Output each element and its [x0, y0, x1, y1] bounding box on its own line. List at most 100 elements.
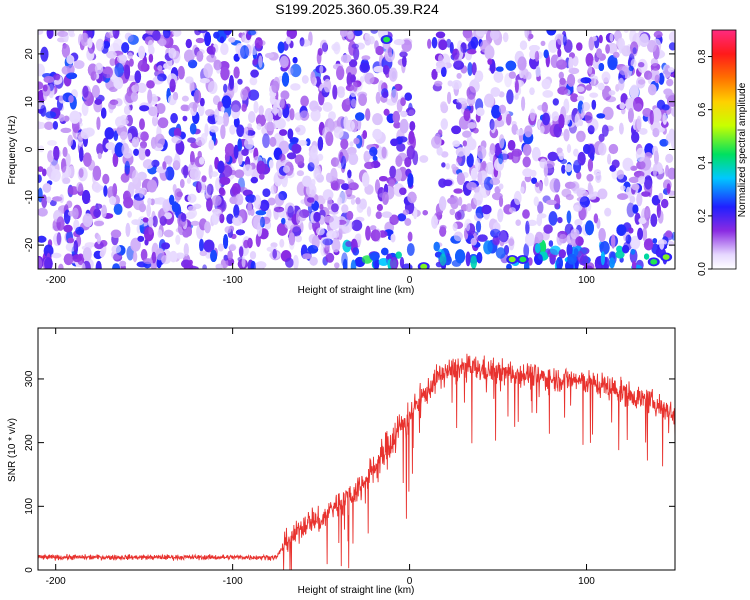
- spectrogram-cell: [636, 76, 646, 89]
- spectrogram-cell: [206, 183, 214, 196]
- spectrogram-cell: [317, 153, 324, 161]
- spectrogram-cell: [229, 196, 238, 204]
- spectrogram-cell: [138, 203, 146, 213]
- spectrogram-cell: [404, 218, 412, 226]
- spectrogram-cell: [630, 58, 637, 68]
- spectrogram-cell: [498, 183, 504, 190]
- spectrogram-cell: [287, 205, 294, 218]
- spectrogram-cell: [268, 112, 273, 123]
- spectrogram-cell: [508, 207, 516, 214]
- spectrogram-cell: [127, 132, 133, 140]
- spectrogram-cell: [422, 210, 428, 216]
- spectrogram-cell: [652, 163, 658, 178]
- spectrogram-cell: [254, 37, 263, 49]
- spectrogram-cell: [474, 70, 484, 82]
- spectrogram-cell: [581, 102, 591, 111]
- spectrogram-cell: [370, 30, 378, 34]
- spectrogram-cell: [568, 56, 574, 71]
- spectrogram-cell: [513, 190, 522, 206]
- snr-y-tick-label: 100: [24, 498, 35, 515]
- spectrogram-cell: [465, 222, 471, 232]
- spectrogram-cell: [147, 197, 152, 206]
- spectrogram-cell: [485, 162, 495, 175]
- spectrogram-cell: [112, 183, 118, 197]
- spectrogram-cell: [101, 107, 107, 119]
- spectrogram-cell: [186, 177, 191, 184]
- spectrogram-cell: [564, 164, 573, 173]
- spectrogram-cell: [219, 176, 231, 185]
- spectrogram-cell: [535, 231, 544, 243]
- spectrogram-cell: [181, 95, 189, 102]
- spectrogram-cell: [127, 211, 132, 218]
- spectrogram-cell: [455, 249, 466, 264]
- spectrogram-cell: [199, 97, 205, 107]
- spectrogram-cell: [586, 173, 594, 182]
- spectrogram-cell: [347, 169, 352, 179]
- spectrogram-cell: [618, 77, 625, 91]
- spectrogram-cell: [516, 129, 525, 136]
- spectrogram-cell: [61, 158, 67, 173]
- spectrogram-cell: [336, 65, 345, 81]
- spectrogram-cell: [142, 159, 154, 170]
- spectrogram-cell: [248, 89, 260, 101]
- spectrogram-cell: [77, 134, 83, 147]
- spectrogram-cell: [628, 107, 634, 123]
- spectrogram-cell: [542, 90, 554, 98]
- spectrogram-cell: [517, 56, 527, 71]
- spectrogram-cell: [195, 37, 205, 44]
- spectrogram-cell: [573, 148, 579, 157]
- spectrogram-cell: [404, 157, 412, 168]
- spectrogram-cell: [603, 256, 610, 269]
- spectrogram-cell: [186, 226, 192, 237]
- spectrogram-cell: [399, 51, 408, 58]
- spectrogram-cell: [338, 191, 347, 204]
- spectrogram-cell: [241, 149, 249, 156]
- spectrogram-cell: [223, 83, 228, 93]
- spectrogram-cell: [198, 157, 205, 165]
- spectrogram-cell: [208, 139, 215, 151]
- snr-panel: -200 -100 0 100 0 100 200 300 Height of straig…: [7, 327, 676, 596]
- spectrogram-cell: [502, 32, 509, 43]
- spectrogram-cell: [598, 142, 607, 156]
- spectrogram-cell: [316, 174, 324, 183]
- spectrogram-cell: [594, 75, 599, 88]
- spectrogram-cell: [361, 55, 371, 61]
- spectrogram-cell: [147, 216, 154, 227]
- spectrogram-cell: [83, 152, 92, 167]
- spectrogram-cell: [659, 139, 669, 147]
- spectrogram-cell: [558, 71, 564, 80]
- spectrogram-cell: [264, 121, 276, 132]
- spectrogram-cell: [250, 176, 258, 184]
- snr-y-tick-label: 300: [24, 370, 35, 387]
- spectrogram-cell: [616, 37, 625, 50]
- spectrogram-cell: [220, 66, 230, 81]
- spectrogram-cell: [78, 168, 84, 178]
- spectrogram-cell: [591, 99, 597, 110]
- spectrogram-cell: [393, 39, 405, 46]
- spectrogram-cell: [137, 235, 145, 242]
- spectrogram-cell: [187, 193, 197, 203]
- spectrogram-cell: [558, 114, 565, 129]
- spectrogram-cell: [350, 98, 357, 108]
- spectrogram-cell: [397, 136, 408, 143]
- spectrogram-cell: [370, 225, 377, 231]
- spectrogram-cell: [630, 41, 639, 55]
- spectrogram-cell: [218, 243, 224, 252]
- spectrogram-cell: [38, 63, 45, 77]
- spectrogram-cell: [405, 107, 416, 116]
- spectrogram-cell: [75, 226, 85, 235]
- snr-y-tick-label: 200: [24, 434, 35, 451]
- spectrogram-cell: [233, 204, 240, 218]
- spectrogram-cell: [632, 204, 639, 214]
- spectrogram-cell: [379, 176, 388, 182]
- spectrogram-cell: [475, 30, 485, 37]
- spectrogram-cell: [41, 194, 48, 208]
- spectrogram-cell: [662, 112, 668, 125]
- spectrogram-cell: [551, 111, 559, 122]
- spectrogram-cell: [198, 103, 205, 117]
- spectrogram-cell: [492, 235, 500, 246]
- spectrogram-cell: [244, 137, 254, 150]
- spectrogram-cell: [547, 151, 559, 162]
- spectrogram-cell: [656, 203, 662, 219]
- spectrogram-cell: [467, 62, 473, 76]
